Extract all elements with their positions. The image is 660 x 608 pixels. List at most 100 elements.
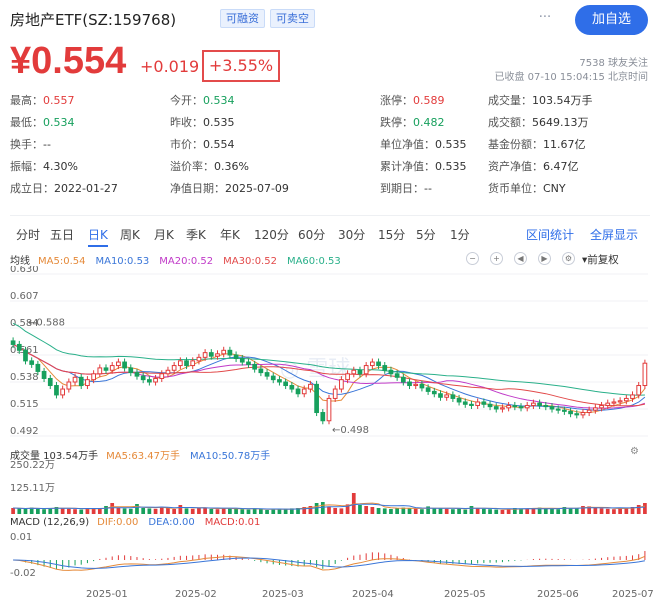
candle xyxy=(592,407,598,411)
stat-value: CNY xyxy=(543,182,566,195)
stat-cell: 换手：-- xyxy=(10,136,51,152)
candle xyxy=(314,383,319,414)
margin-trading-badge: 可融资 xyxy=(220,9,265,28)
candle xyxy=(555,408,561,411)
candle xyxy=(270,375,276,381)
stat-label: 成立日： xyxy=(10,182,54,195)
volume-bar xyxy=(562,507,567,514)
add-watchlist-button[interactable]: 加自选 xyxy=(575,5,648,35)
tab-8[interactable]: 60分 xyxy=(298,228,326,242)
volume-bar xyxy=(618,508,622,514)
volume-bar xyxy=(240,509,245,514)
tab-5[interactable]: 季K xyxy=(186,228,206,242)
volume-bar xyxy=(265,510,269,514)
candle xyxy=(283,381,288,387)
ma-legend: 均线 MA5:0.54 MA10:0.53 MA20:0.52 MA30:0.52 MA6… xyxy=(10,252,351,267)
stat-value: 5649.13万 xyxy=(532,116,589,129)
volume-bar xyxy=(228,508,232,514)
stat-cell: 今开：0.534 xyxy=(170,92,235,108)
candle xyxy=(239,358,245,363)
adjust-dropdown[interactable]: ▾前复权 xyxy=(582,254,619,266)
y-tick-label: 0.538 xyxy=(10,372,39,383)
settings-icon[interactable]: ⚙ xyxy=(630,446,639,457)
candle xyxy=(122,361,127,369)
volume-bar xyxy=(605,508,610,514)
volume-bar xyxy=(23,509,28,514)
volume-bar xyxy=(432,508,437,514)
volume-bar xyxy=(197,508,201,514)
tab-6[interactable]: 年K xyxy=(220,228,240,242)
stats-row: 换手：-- 市价：0.554 单位净值：0.535 基金份额：11.67亿 xyxy=(10,136,650,158)
candle xyxy=(363,365,369,375)
volume-bar xyxy=(624,507,629,514)
candle xyxy=(370,361,375,367)
price-change: +0.019 xyxy=(140,57,200,76)
legend-item: MACD:0.01 xyxy=(204,517,261,528)
settings-icon[interactable]: ⚙ xyxy=(562,252,575,265)
volume-bar xyxy=(141,508,146,514)
minus-circle-icon[interactable]: − xyxy=(466,252,479,265)
candle xyxy=(531,402,536,406)
stat-label: 基金份额： xyxy=(488,138,543,151)
candle xyxy=(376,361,381,367)
candle xyxy=(586,409,592,414)
candle xyxy=(438,393,443,398)
volume-bar xyxy=(333,508,338,514)
volume-bar xyxy=(395,508,399,514)
candle xyxy=(10,340,16,345)
candle xyxy=(431,390,437,395)
volume-bar xyxy=(60,508,65,514)
macd-legend: MACD (12,26,9) DIF:0.00 DEA:0.00 MACD:0.01 xyxy=(10,517,270,528)
tab-9[interactable]: 30分 xyxy=(338,228,366,242)
tab-3[interactable]: 周K xyxy=(120,228,140,242)
x-tick-label: 2025-01 xyxy=(86,589,128,600)
candle xyxy=(636,385,642,396)
tab-0[interactable]: 分时 xyxy=(16,228,41,242)
volume-bar xyxy=(128,508,133,514)
candle xyxy=(500,407,505,410)
candle xyxy=(109,365,115,371)
stat-cell: 最低：0.534 xyxy=(10,114,75,130)
tab-10[interactable]: 15分 xyxy=(378,228,406,242)
tab-7[interactable]: 120分 xyxy=(254,228,289,242)
candle xyxy=(549,406,555,410)
stat-value: 103.54万手 xyxy=(532,94,593,107)
right-arrow-icon[interactable]: ▶ xyxy=(538,252,551,265)
volume-bar xyxy=(252,508,257,514)
volume-chart[interactable]: 250.22万 125.11万 xyxy=(0,460,660,516)
security-title: 房地产ETF(SZ:159768) xyxy=(10,11,177,29)
legend-item: MA10:50.78万手 xyxy=(190,451,271,462)
volume-bar xyxy=(568,508,573,514)
tab-2[interactable]: 日K xyxy=(88,228,108,247)
candle xyxy=(351,369,357,375)
stat-label: 成交额： xyxy=(488,116,532,129)
volume-bar xyxy=(327,506,331,514)
y-tick-label: 0.515 xyxy=(10,399,39,410)
stats-row: 成立日：2022-01-27 净值日期：2025-07-09 到期日：-- 货币单位：… xyxy=(10,180,650,202)
stat-label: 净值日期： xyxy=(170,182,225,195)
x-tick-label: 2025-02 xyxy=(175,589,217,600)
candle xyxy=(481,401,487,405)
volume-bar xyxy=(612,509,616,514)
tab-11[interactable]: 5分 xyxy=(416,228,436,242)
candle xyxy=(54,385,59,396)
volume-bar xyxy=(159,507,164,514)
volume-bar xyxy=(11,508,15,514)
candle xyxy=(506,404,511,409)
stat-value: 11.67亿 xyxy=(543,138,586,151)
stat-value: 0.557 xyxy=(43,94,75,107)
plus-circle-icon[interactable]: + xyxy=(490,252,503,265)
tab-12[interactable]: 1分 xyxy=(450,228,470,242)
tab-1[interactable]: 五日 xyxy=(50,228,75,242)
fullscreen-link[interactable]: 全屏显示 xyxy=(590,228,639,242)
tab-4[interactable]: 月K xyxy=(154,228,174,242)
more-options-icon[interactable]: ··· xyxy=(538,10,552,25)
current-price: ¥0.554 xyxy=(10,40,127,82)
left-arrow-icon[interactable]: ◀ xyxy=(514,252,527,265)
macd-chart[interactable]: 0.01 -0.02 xyxy=(0,530,660,590)
range-stats-link[interactable]: 区间统计 xyxy=(526,228,575,242)
candle xyxy=(91,373,96,381)
volume-bar xyxy=(481,508,486,514)
candle xyxy=(469,403,474,406)
